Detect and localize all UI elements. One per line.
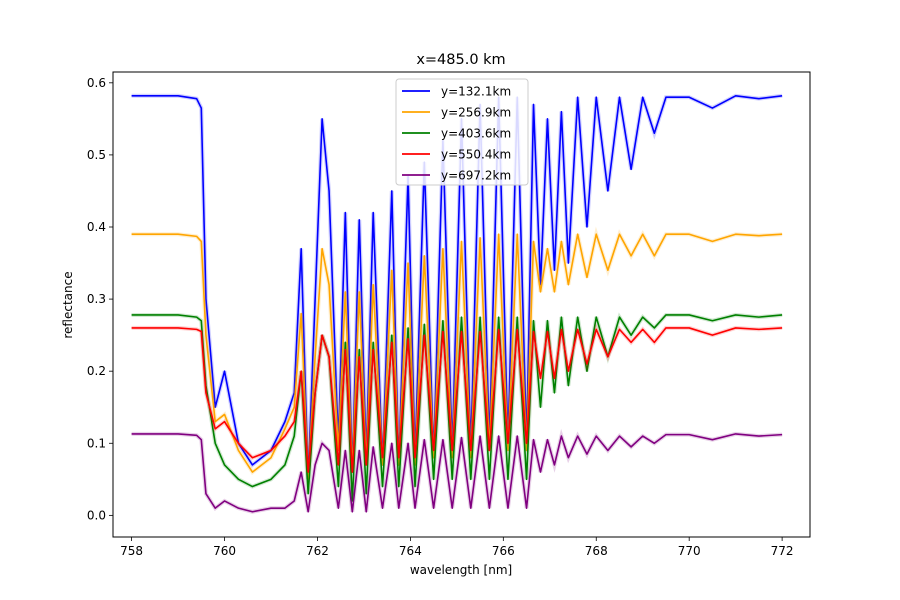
series-layer: [131, 93, 783, 514]
series-line-4: [131, 433, 783, 513]
series-line-3: [131, 327, 783, 473]
legend: y=132.1km y=256.9km y=403.6km y=550.4km y=69…: [395, 78, 529, 186]
x-tick-label: 760: [213, 544, 236, 558]
chart-title: x=485.0 km: [416, 52, 505, 68]
legend-label: y=550.4km: [441, 148, 511, 162]
y-axis: 0.0 0.1 0.2 0.3 0.4 0.5 0.6: [87, 76, 113, 522]
x-tick-label: 766: [492, 544, 515, 558]
legend-label: y=697.2km: [441, 169, 511, 183]
y-tick-label: 0.0: [87, 508, 106, 522]
y-tick-label: 0.3: [87, 292, 106, 306]
x-axis-label: wavelength [nm]: [410, 563, 512, 577]
legend-label: y=403.6km: [441, 127, 511, 141]
x-tick-label: 772: [771, 544, 794, 558]
series-line-0: [131, 94, 783, 481]
x-axis: 758 760 762 764 766 768 770 772: [120, 537, 794, 558]
x-tick-label: 758: [120, 544, 143, 558]
x-tick-label: 770: [678, 544, 701, 558]
y-tick-label: 0.1: [87, 436, 106, 450]
x-tick-label: 762: [306, 544, 329, 558]
legend-label: y=132.1km: [441, 85, 511, 99]
legend-box: [395, 78, 529, 186]
y-axis-label: reflectance: [61, 271, 75, 338]
y-tick-label: 0.6: [87, 76, 106, 90]
x-tick-label: 764: [399, 544, 422, 558]
y-tick-label: 0.4: [87, 220, 106, 234]
plot-frame: [112, 71, 811, 538]
legend-label: y=256.9km: [441, 106, 511, 120]
series-line-1: [131, 233, 783, 481]
y-tick-label: 0.2: [87, 364, 106, 378]
x-tick-label: 768: [585, 544, 608, 558]
y-tick-label: 0.5: [87, 148, 106, 162]
